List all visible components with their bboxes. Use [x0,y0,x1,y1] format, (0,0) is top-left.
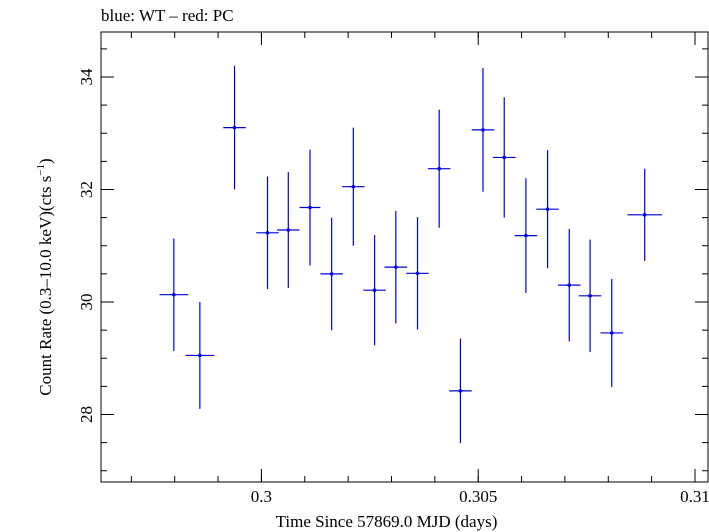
tick-labels: 0.3 0.305 0.31 28 30 32 34 [77,68,709,506]
data-point [299,149,321,266]
y-tick-label: 28 [77,406,96,423]
x-tick-label: 0.305 [459,487,497,506]
data-point [427,109,451,228]
data-point [578,239,602,353]
data-point [159,238,189,351]
data-point [600,278,624,387]
data-marker [502,155,507,160]
y-axis-label: Count Rate (0.3–10.0 keV)(cts s−1) [35,158,55,395]
data-marker [588,294,592,298]
x-tick-label: 0.3 [251,487,272,506]
y-tick-label: 34 [77,68,96,86]
data-point [342,127,365,246]
data-point [471,68,495,192]
minor-ticks [101,32,708,482]
data-point [627,168,663,261]
major-ticks [101,32,708,482]
plot-frame [100,31,709,483]
data-marker [198,353,202,358]
y-axis-label-main: Count Rate (0.3–10.0 keV)(cts s [36,176,55,396]
data-point [406,217,429,330]
data-marker [567,283,572,287]
y-axis-label-superscript: −1 [35,164,47,176]
data-marks [159,65,663,444]
data-point [492,97,516,218]
data-point [557,228,581,342]
data-marker [286,228,291,232]
data-marker [351,184,356,189]
data-point [449,338,472,444]
x-tick-label: 0.31 [680,487,709,506]
data-marker [437,166,441,171]
data-marker [172,292,176,297]
data-marker [642,213,647,217]
data-marker [415,271,420,276]
x-axis-label: Time Since 57869.0 MJD (days) [276,512,498,531]
data-marker [458,389,463,393]
chart-subtitle: blue: WT – red: PC [101,6,234,25]
data-marker [524,233,528,238]
data-point [185,302,215,409]
data-point [384,210,408,324]
data-marker [372,288,377,292]
data-marker [545,207,550,211]
data-point [320,217,343,331]
data-marker [232,125,237,130]
data-point [277,172,300,288]
y-axis-label-close: ) [36,158,55,164]
data-marker [481,128,485,132]
data-marker [329,272,334,276]
data-point [514,178,538,293]
y-tick-label: 32 [77,181,96,198]
data-marker [265,231,270,235]
y-tick-label: 30 [77,294,96,311]
data-point [363,235,386,346]
data-marker [308,205,312,210]
data-point [256,176,279,290]
data-point [223,65,246,190]
data-marker [609,331,614,335]
data-point [536,150,559,269]
data-marker [394,265,398,269]
